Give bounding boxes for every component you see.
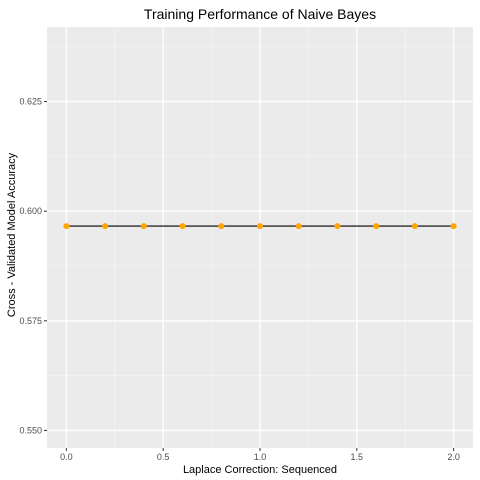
x-axis-label: Laplace Correction: Sequenced	[183, 464, 337, 476]
x-tick-label: 2.0	[447, 452, 460, 462]
x-tick-label: 0.5	[157, 452, 170, 462]
data-point	[218, 223, 225, 230]
x-axis-ticks: 0.0 0.5 1.0 1.5 2.0	[60, 448, 460, 462]
data-point	[334, 223, 341, 230]
data-point	[411, 223, 418, 230]
y-tick-label: 0.600	[19, 206, 42, 216]
data-point	[373, 223, 380, 230]
data-point	[450, 223, 457, 230]
y-axis-ticks: 0.550 0.575 0.600 0.625	[19, 97, 47, 435]
y-tick-label: 0.575	[19, 316, 42, 326]
x-tick-label: 0.0	[60, 452, 73, 462]
y-axis-label: Cross - Validated Model Accuracy	[6, 152, 18, 317]
x-tick-label: 1.0	[254, 452, 267, 462]
data-point	[295, 223, 302, 230]
chart-title: Training Performance of Naive Bayes	[144, 6, 376, 22]
data-point	[179, 223, 186, 230]
grid-lines	[47, 27, 473, 448]
y-tick-label: 0.550	[19, 425, 42, 435]
data-point	[257, 223, 263, 230]
data-point	[140, 223, 147, 230]
x-tick-label: 1.5	[351, 452, 364, 462]
data-point	[102, 223, 109, 230]
data-point	[63, 223, 70, 230]
y-tick-label: 0.625	[19, 97, 42, 107]
series-layer	[63, 223, 457, 230]
